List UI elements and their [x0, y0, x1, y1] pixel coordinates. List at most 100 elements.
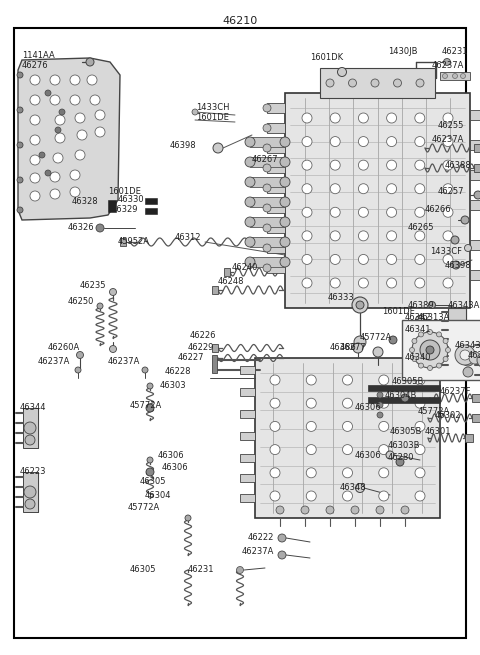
Circle shape	[415, 137, 425, 147]
Bar	[240, 454, 255, 462]
Circle shape	[39, 152, 45, 158]
Circle shape	[415, 207, 425, 217]
Circle shape	[359, 207, 369, 217]
Circle shape	[443, 113, 453, 123]
Circle shape	[386, 137, 396, 147]
Bar	[255, 358, 440, 518]
Circle shape	[30, 191, 40, 201]
Circle shape	[302, 254, 312, 265]
Text: 46306: 46306	[355, 403, 382, 413]
Bar	[120, 238, 126, 246]
Circle shape	[415, 160, 425, 170]
Circle shape	[379, 491, 389, 501]
Circle shape	[30, 95, 40, 105]
Circle shape	[386, 113, 396, 123]
Circle shape	[306, 375, 316, 385]
Circle shape	[109, 288, 117, 295]
Text: 46312: 46312	[175, 233, 202, 242]
Text: 46237A: 46237A	[432, 136, 464, 145]
Circle shape	[50, 75, 60, 85]
Circle shape	[70, 170, 80, 180]
Circle shape	[443, 73, 447, 79]
Bar	[23, 472, 38, 512]
Circle shape	[356, 483, 364, 493]
Text: 1430JB: 1430JB	[388, 48, 418, 56]
Circle shape	[412, 339, 417, 343]
Text: 46237A: 46237A	[38, 358, 71, 367]
Circle shape	[270, 375, 280, 385]
Circle shape	[306, 398, 316, 408]
Circle shape	[428, 329, 432, 335]
Polygon shape	[18, 58, 120, 220]
Circle shape	[443, 207, 453, 217]
Circle shape	[377, 402, 383, 408]
Circle shape	[451, 236, 459, 244]
Bar	[320, 68, 435, 98]
Circle shape	[302, 207, 312, 217]
Text: 46237A: 46237A	[432, 62, 464, 71]
Circle shape	[353, 343, 363, 353]
Text: 46227: 46227	[178, 354, 204, 362]
Text: 46343A: 46343A	[448, 301, 480, 310]
Circle shape	[147, 383, 153, 389]
Circle shape	[245, 237, 255, 247]
Circle shape	[348, 79, 357, 87]
Circle shape	[263, 184, 271, 192]
Bar	[212, 355, 217, 373]
Circle shape	[386, 451, 394, 459]
Text: 1601DE: 1601DE	[108, 187, 141, 196]
Bar	[250, 197, 285, 207]
Text: 46305: 46305	[130, 565, 156, 574]
Bar	[267, 223, 285, 233]
Circle shape	[436, 363, 442, 368]
Circle shape	[352, 297, 368, 313]
Circle shape	[419, 332, 423, 337]
Circle shape	[415, 231, 425, 241]
Circle shape	[354, 336, 366, 348]
Circle shape	[426, 346, 434, 354]
Circle shape	[396, 458, 404, 466]
Text: 46305: 46305	[140, 477, 167, 487]
Circle shape	[245, 257, 255, 267]
Text: 46389: 46389	[408, 301, 434, 310]
Circle shape	[280, 217, 290, 227]
Circle shape	[302, 113, 312, 123]
Circle shape	[415, 421, 425, 432]
Circle shape	[70, 187, 80, 197]
Bar	[472, 394, 480, 402]
Circle shape	[371, 79, 379, 87]
Bar	[23, 408, 38, 448]
Bar	[240, 474, 255, 482]
Circle shape	[463, 367, 473, 377]
Circle shape	[420, 340, 440, 360]
Bar	[448, 308, 466, 370]
Circle shape	[45, 170, 51, 176]
Circle shape	[330, 254, 340, 265]
Text: 46348: 46348	[340, 483, 367, 493]
Circle shape	[30, 75, 40, 85]
Circle shape	[75, 367, 81, 373]
Circle shape	[419, 363, 423, 368]
Text: 45952A: 45952A	[118, 238, 150, 246]
Circle shape	[146, 404, 154, 412]
Bar	[267, 163, 285, 173]
Text: 46304B: 46304B	[385, 390, 418, 400]
Text: 46210: 46210	[222, 16, 258, 26]
Circle shape	[453, 73, 457, 79]
Circle shape	[95, 127, 105, 137]
Bar	[368, 385, 440, 391]
Circle shape	[444, 58, 451, 66]
Circle shape	[415, 445, 425, 455]
Circle shape	[95, 110, 105, 120]
Circle shape	[386, 254, 396, 265]
Circle shape	[30, 173, 40, 183]
Circle shape	[245, 157, 255, 167]
Circle shape	[97, 303, 103, 309]
Text: 46386: 46386	[330, 343, 357, 352]
Circle shape	[301, 506, 309, 514]
Bar	[240, 494, 255, 502]
Circle shape	[55, 127, 61, 133]
Circle shape	[25, 435, 35, 445]
Circle shape	[461, 216, 469, 224]
Circle shape	[401, 394, 409, 402]
